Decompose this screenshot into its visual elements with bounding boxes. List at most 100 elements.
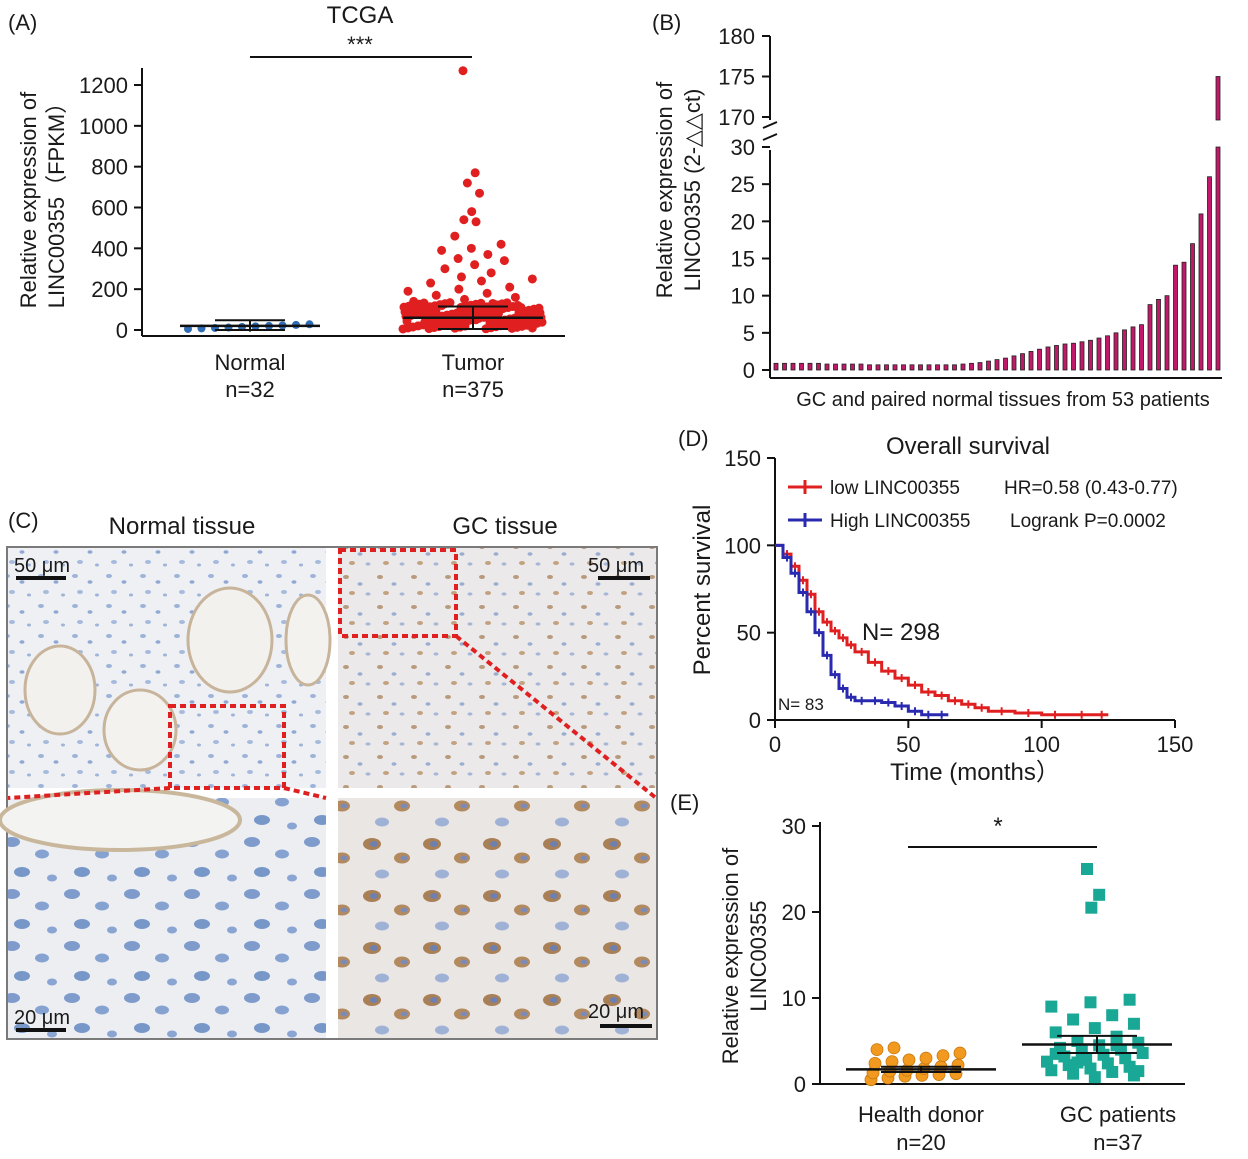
data-point-tumor — [471, 217, 481, 227]
data-point-donor — [868, 1056, 882, 1070]
data-point-tumor — [505, 282, 515, 292]
y-tick-label: 5 — [743, 321, 755, 346]
y-tick-label: 800 — [91, 155, 128, 180]
data-point-tumor — [458, 66, 468, 76]
data-point-gc — [1071, 1056, 1084, 1069]
panel-e-significance: * — [993, 813, 1002, 840]
panel-b-xlabel: GC and paired normal tissues from 53 pat… — [796, 389, 1210, 411]
bar — [1164, 295, 1170, 371]
panel-c: (C) Normal tissue GC tissue 50 μm 50 μm … — [0, 508, 658, 1040]
data-point-donor — [936, 1049, 950, 1063]
panel-e-ylabel-2: LINC00355 — [746, 900, 771, 1011]
bar — [1130, 326, 1136, 371]
survival-curve-high — [775, 543, 949, 717]
bar — [1020, 353, 1025, 371]
bar — [1207, 176, 1212, 371]
bar — [790, 362, 796, 371]
data-point-gc — [1106, 1009, 1119, 1022]
bar — [918, 364, 923, 371]
bar — [833, 363, 838, 371]
panel-d: (D) Overall survival Percent survival 0 5… — [678, 426, 1193, 786]
y-tick-label: 20 — [731, 209, 755, 234]
bar — [952, 364, 957, 371]
data-point-gc — [1093, 888, 1106, 901]
bar — [935, 364, 940, 371]
data-point-gc — [1123, 993, 1136, 1006]
panel-e: (E) Relative expression of LINC00355 * 0… — [670, 790, 1185, 1155]
legend-hr: HR=0.58 (0.43-0.77) — [1004, 478, 1178, 499]
data-point-tumor — [462, 178, 472, 188]
data-point-gc — [1067, 1067, 1080, 1080]
panel-b: (B) Relative expression of LINC00355 (2-… — [652, 10, 1222, 411]
y-tick-label: 10 — [731, 284, 755, 309]
gland-shape — [284, 593, 332, 687]
bar — [1173, 264, 1178, 371]
y-tick-label: 100 — [724, 533, 761, 558]
panel-d-n-low: N= 298 — [862, 619, 940, 646]
bar — [867, 364, 872, 371]
x-tick-label: 100 — [1023, 732, 1060, 757]
data-point-gc — [1132, 1036, 1145, 1049]
data-point-tumor — [476, 276, 486, 286]
data-point-tumor — [470, 168, 480, 178]
bar — [1190, 243, 1195, 371]
data-point-tumor — [460, 294, 470, 304]
bar — [807, 362, 813, 371]
bar — [1054, 345, 1059, 371]
panel-d-ylabel: Percent survival — [689, 505, 716, 676]
panel-b-ylabel-1: Relative expression of — [652, 81, 677, 298]
panel-c-col2-title: GC tissue — [452, 513, 557, 540]
y-tick-label: 50 — [737, 621, 761, 646]
legend-logrank: Logrank P=0.0002 — [1010, 511, 1166, 532]
bar — [1156, 298, 1161, 371]
y-tick-label: 30 — [782, 814, 806, 839]
bar — [1147, 304, 1153, 371]
y-tick-label: 0 — [116, 318, 128, 343]
scale-label-top-left: 50 μm — [14, 555, 70, 577]
zoom-line — [7, 786, 171, 800]
bar — [799, 362, 804, 371]
scale-label-top-right: 50 μm — [588, 555, 644, 577]
bar — [1011, 355, 1017, 371]
bar — [892, 364, 898, 371]
data-point-tumor — [445, 298, 455, 308]
data-point-tumor — [450, 231, 460, 241]
bar — [850, 363, 855, 371]
bar — [994, 359, 1000, 371]
panel-d-n-high: N= 83 — [778, 695, 824, 714]
panel-d-title: Overall survival — [886, 433, 1050, 460]
scale-label-bottom-left: 20 μm — [14, 1007, 70, 1029]
bar — [977, 362, 983, 371]
panel-a-title: TCGA — [327, 2, 394, 29]
data-point-tumor — [456, 272, 466, 282]
y-tick-label: 0 — [749, 708, 761, 733]
data-point-gc — [1136, 1047, 1149, 1060]
panel-d-label: (D) — [678, 426, 709, 451]
data-point-tumor — [466, 243, 476, 253]
data-point-tumor — [431, 305, 441, 315]
y-tick-label: 1000 — [79, 114, 128, 139]
gland-shape — [102, 688, 178, 772]
bar — [986, 360, 991, 371]
zoom-box-gc — [338, 548, 458, 638]
bar — [824, 363, 830, 371]
panel-c-col1-title: Normal tissue — [109, 513, 256, 540]
data-point-tumor — [499, 256, 509, 266]
data-point-donor — [870, 1043, 884, 1056]
y-tick-label: 200 — [91, 277, 128, 302]
y-tick-label: 10 — [782, 986, 806, 1011]
bar — [1088, 339, 1093, 371]
bar — [1079, 341, 1085, 371]
bar — [816, 362, 821, 371]
panel-e-group-donor: Health donor — [858, 1102, 984, 1127]
zoom-line — [454, 634, 658, 800]
bar — [875, 364, 881, 371]
y-tick-label: 30 — [731, 135, 755, 160]
bar — [1028, 351, 1034, 371]
data-point-tumor — [467, 207, 477, 217]
y-tick-label: 600 — [91, 196, 128, 221]
data-point-gc — [1127, 1017, 1140, 1030]
data-point-tumor — [483, 249, 493, 259]
panel-b-label: (B) — [652, 10, 681, 35]
